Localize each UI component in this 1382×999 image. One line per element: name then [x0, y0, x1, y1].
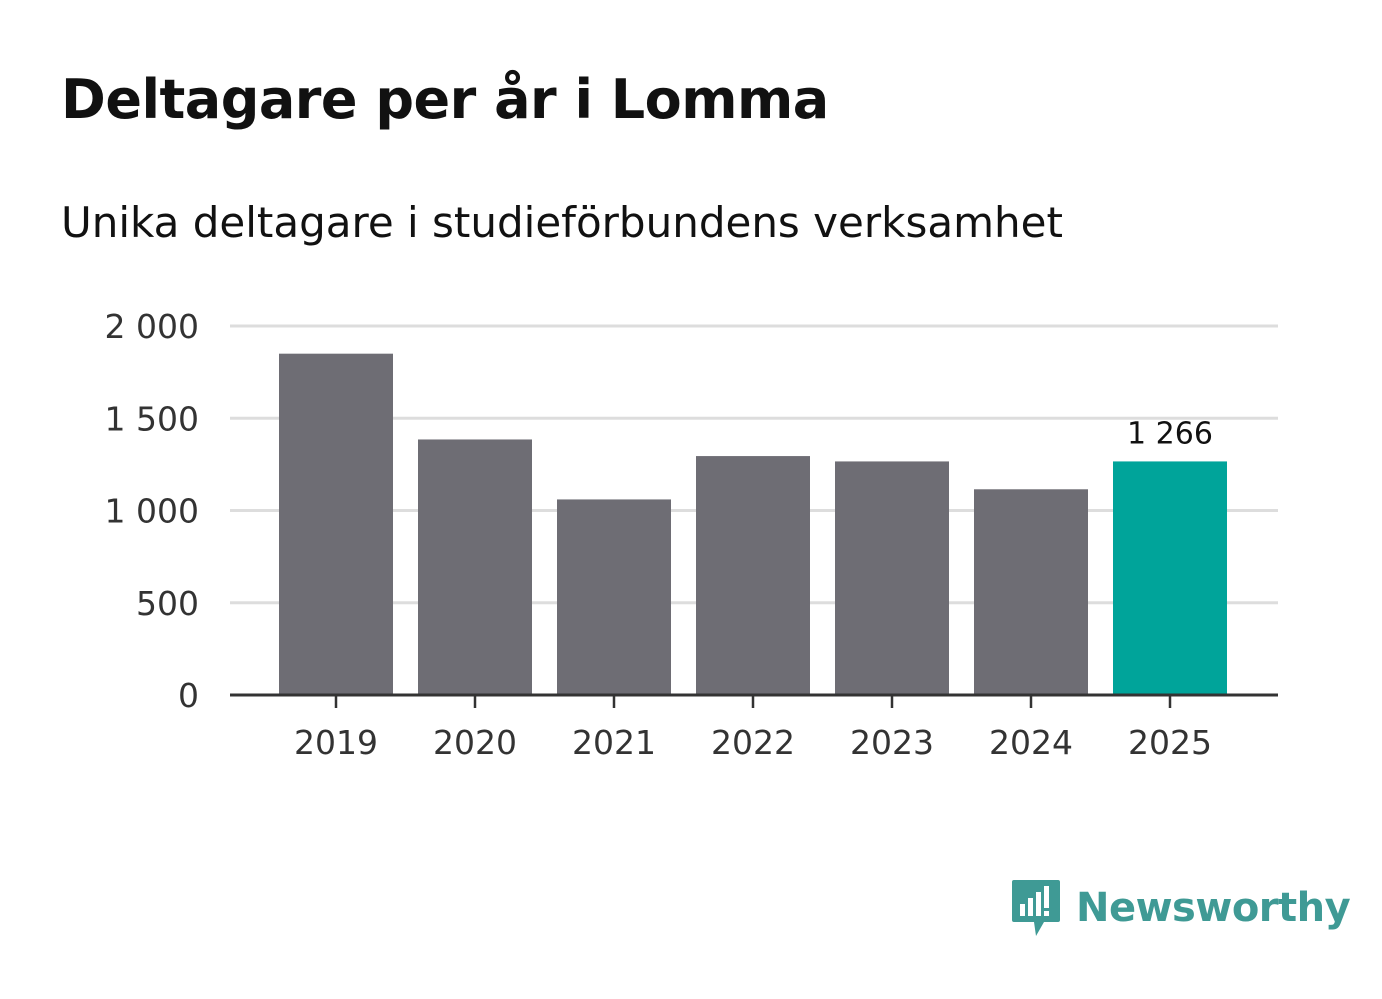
bar	[974, 489, 1088, 695]
chart-subtitle: Unika deltagare i studieförbundens verks…	[61, 198, 1063, 247]
bar	[418, 439, 532, 695]
chart-title: Deltagare per år i Lomma	[61, 68, 829, 131]
bar	[696, 456, 810, 695]
x-tick-label: 2024	[989, 723, 1073, 762]
y-tick-label: 0	[178, 676, 199, 715]
newsworthy-logo-icon	[1012, 880, 1060, 936]
bar	[1113, 461, 1227, 695]
y-tick-label: 1 000	[105, 492, 199, 531]
bar	[835, 461, 949, 695]
x-tick-label: 2020	[433, 723, 517, 762]
y-tick-label: 500	[136, 584, 199, 623]
bar	[557, 499, 671, 695]
labels: 0 500 1 000 1 500 2 000 2019 2020 2021 2022 2023 2…	[105, 307, 1213, 762]
data-label: 1 266	[1127, 416, 1213, 451]
brand-name: Newsworthy	[1076, 885, 1351, 931]
bar	[279, 353, 393, 695]
x-tick-label: 2022	[711, 723, 795, 762]
brand-logo: Newsworthy	[1010, 878, 1351, 938]
y-tick-label: 2 000	[105, 307, 199, 346]
y-tick-label: 1 500	[105, 399, 199, 438]
axes	[230, 693, 1278, 708]
bars	[279, 353, 1227, 695]
x-tick-label: 2023	[850, 723, 934, 762]
x-tick-label: 2025	[1128, 723, 1212, 762]
x-tick-label: 2019	[294, 723, 378, 762]
x-tick-label: 2021	[572, 723, 656, 762]
